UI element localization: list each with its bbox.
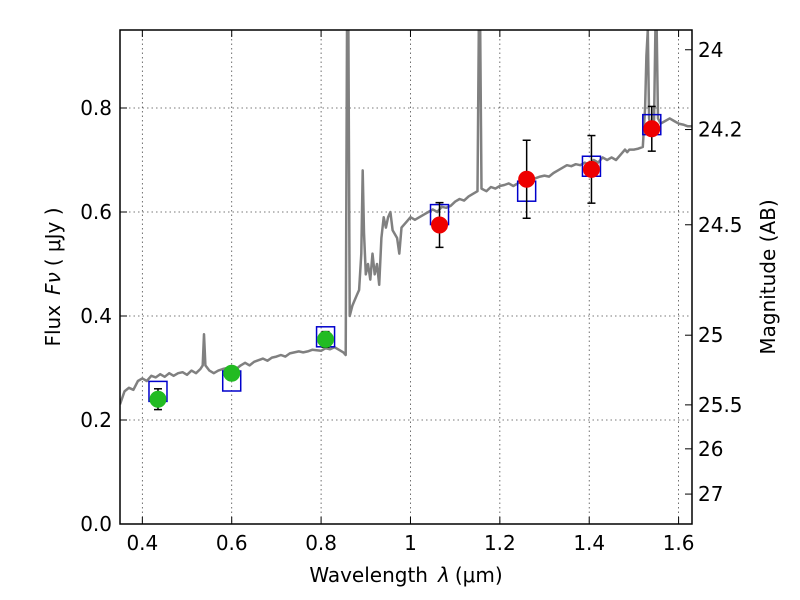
y2-axis-title: Magnitude (AB) — [756, 199, 780, 354]
grid-lines — [120, 30, 692, 524]
axis-ticks: 0.4 0.6 0.8 1 1.2 1.4 1.6 0.0 0.2 0.4 0.6 0.8 24 24.2… — [80, 30, 743, 555]
red-point — [643, 120, 661, 138]
x-tick-label: 0.6 — [216, 531, 248, 555]
mag-tick-label: 24.5 — [698, 213, 743, 237]
spectrum-line — [120, 30, 692, 405]
green-point — [149, 390, 167, 408]
y-tick-label: 0.4 — [80, 304, 112, 328]
mag-tick-label: 26 — [698, 437, 723, 461]
y-tick-label: 0.6 — [80, 200, 112, 224]
y-axis-title: FluxFν( μJy ) — [41, 207, 65, 346]
x-tick-label: 1 — [404, 531, 417, 555]
mag-tick-label: 24 — [698, 38, 723, 62]
plot-frame — [119, 29, 693, 525]
x-tick-label: 1.2 — [484, 531, 516, 555]
red-point — [518, 170, 536, 188]
mag-tick-label: 25.5 — [698, 393, 743, 417]
y-tick-label: 0.0 — [80, 512, 112, 536]
x-tick-label: 0.4 — [126, 531, 158, 555]
x-tick-label: 0.8 — [305, 531, 337, 555]
green-point — [223, 364, 241, 382]
photometry-markers — [148, 105, 662, 411]
mag-tick-label: 24.2 — [698, 118, 743, 142]
red-point — [582, 160, 600, 178]
mag-tick-label: 25 — [698, 323, 723, 347]
x-axis-title: Wavelength λ (μm) — [309, 563, 502, 587]
red-point — [431, 216, 449, 234]
mag-tick-label: 27 — [698, 482, 723, 506]
y-tick-label: 0.8 — [80, 96, 112, 120]
y-tick-label: 0.2 — [80, 408, 112, 432]
x-tick-label: 1.6 — [663, 531, 695, 555]
green-point — [317, 330, 335, 348]
x-tick-label: 1.4 — [573, 531, 605, 555]
spectrum-path — [120, 30, 692, 405]
